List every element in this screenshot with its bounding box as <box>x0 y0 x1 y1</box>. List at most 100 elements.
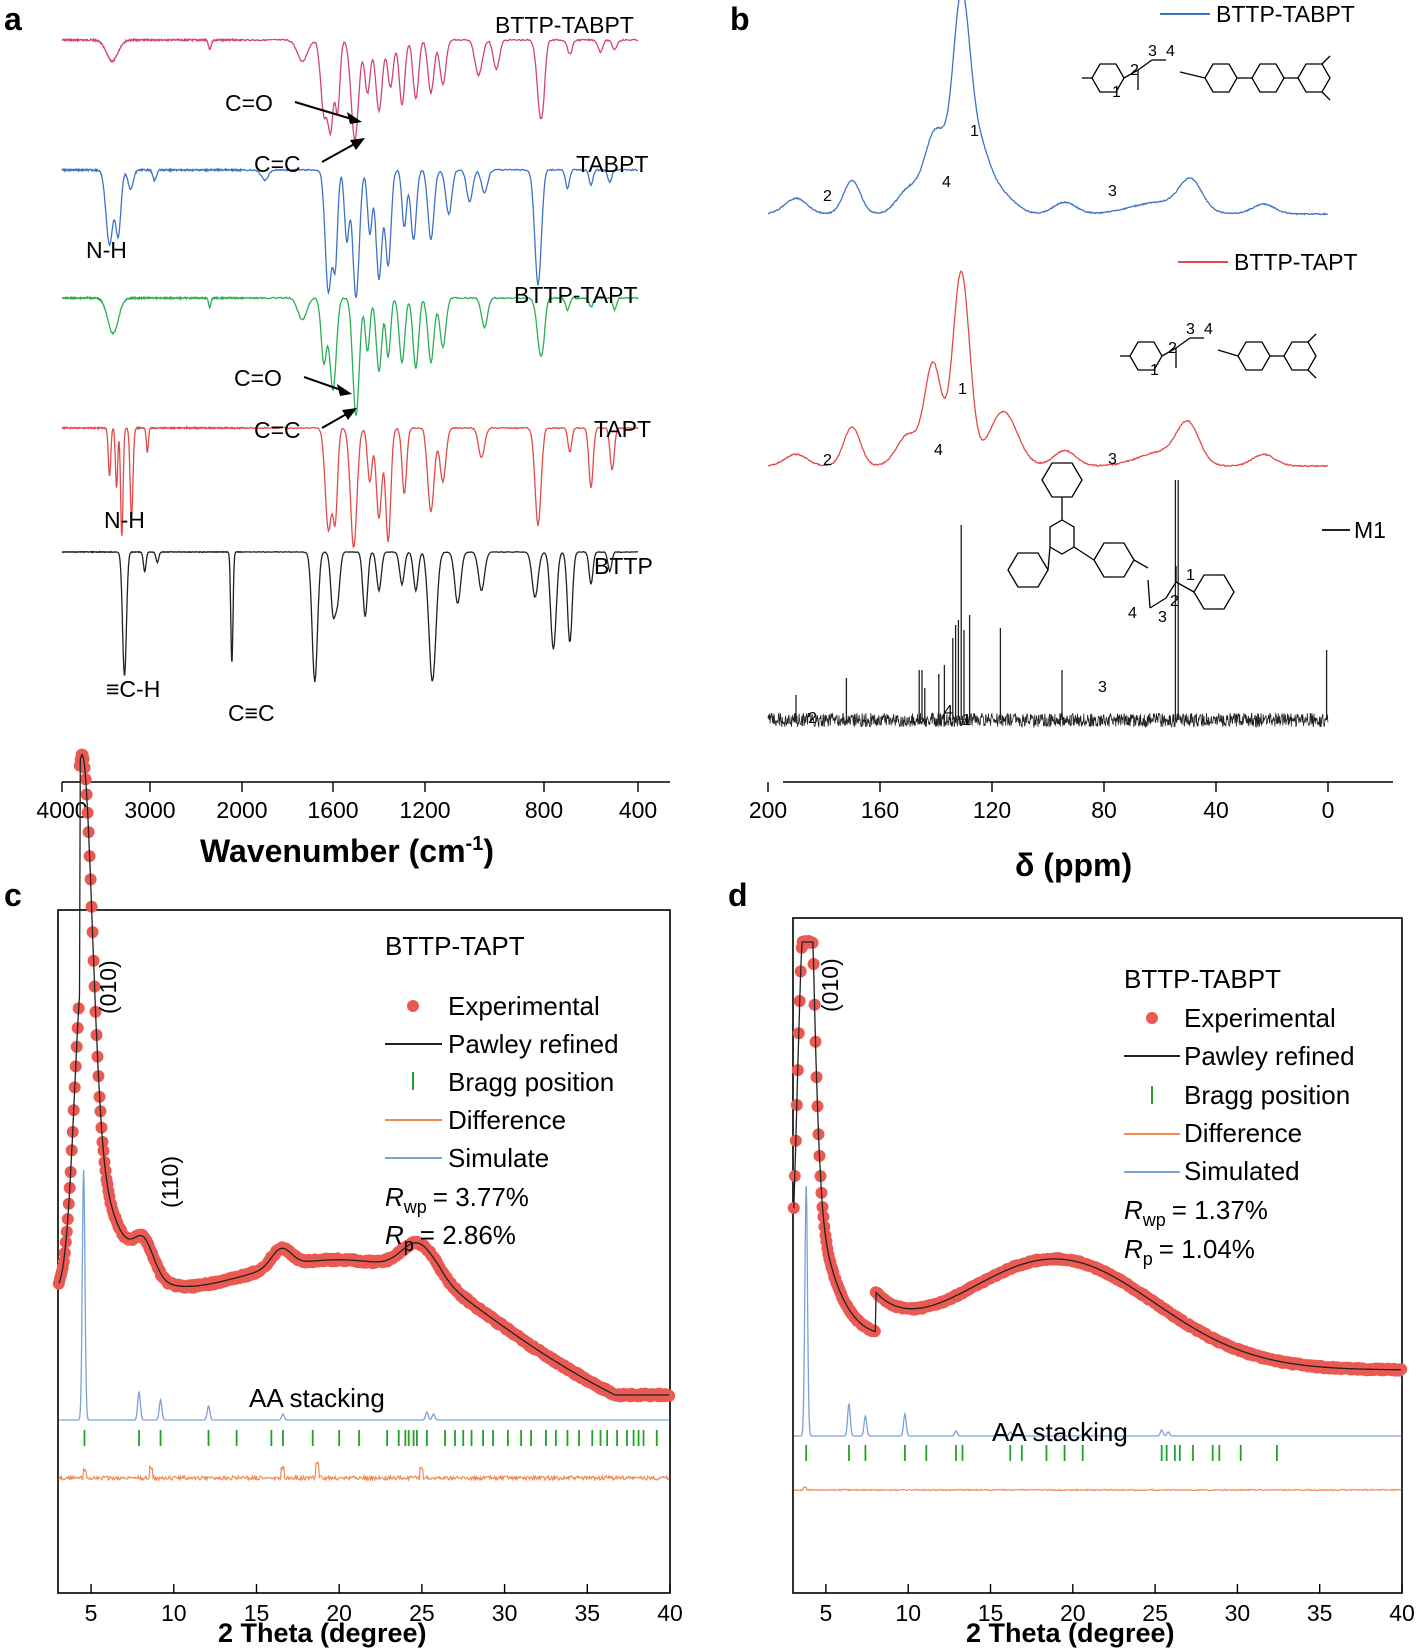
stacking-label-d: AA stacking <box>992 1417 1128 1447</box>
spectrum-tapt <box>61 425 639 549</box>
structure-bttp-tabpt <box>1082 55 1331 101</box>
atom-label: 1 <box>1186 567 1195 584</box>
r-symbol: R <box>1124 1195 1143 1225</box>
x-tick-label: 400 <box>619 797 657 823</box>
r-sub: p <box>1143 1249 1153 1269</box>
rwp-value: = 3.77% <box>433 1182 529 1212</box>
legend-label-bttp-tapt: BTTP-TAPT <box>1234 249 1358 275</box>
difference-line <box>793 1486 1402 1492</box>
x-tick-label: 40 <box>657 1600 683 1626</box>
legend-marker-experimental <box>1146 1012 1158 1024</box>
peak-label: 4 <box>944 703 953 720</box>
atom-label: 2 <box>1130 62 1139 79</box>
x-tick-label: 1600 <box>307 797 358 823</box>
x-tick-label: 25 <box>409 1600 435 1626</box>
xrd-plot-d <box>787 935 1408 1492</box>
legend-title-c: BTTP-TAPT <box>385 931 525 961</box>
reflection-010-d: (010) <box>817 958 843 1012</box>
x-tick-label: 35 <box>575 1600 601 1626</box>
x-tick-label: 0 <box>1322 797 1335 823</box>
pawley-refined-line <box>793 941 1402 1371</box>
arrowhead-icon <box>342 408 357 420</box>
x-ticks-a: 4000 3000 2000 1600 1200 800 400 <box>36 782 657 823</box>
atom-label: 1 <box>1150 362 1159 379</box>
legend-pawley-c: Pawley refined <box>448 1029 619 1059</box>
x-ticks-c: 5 10 15 20 25 30 35 40 <box>85 1584 683 1626</box>
x-tick-label: 3000 <box>124 797 175 823</box>
x-tick-label: 40 <box>1389 1600 1415 1626</box>
peak-label: 1 <box>970 123 979 140</box>
rp-value: = 1.04% <box>1159 1234 1255 1264</box>
legend-marker-experimental <box>407 1000 419 1012</box>
x-tick-label: 25 <box>1142 1600 1168 1626</box>
atom-label: 4 <box>1204 321 1213 338</box>
peak-label: 3 <box>1098 679 1107 696</box>
x-axis-title-sup: -1 <box>466 833 484 855</box>
legend-bragg-c: Bragg position <box>448 1067 614 1097</box>
panel-b: b 200 160 120 80 40 0 BTTP-TABPT BTTP-TAPT M1… <box>730 0 1393 883</box>
reflection-110-c: (110) <box>157 1156 183 1208</box>
ftir-spectra <box>61 37 639 683</box>
peak-label: 1 <box>962 712 971 729</box>
x-tick-label: 1200 <box>399 797 450 823</box>
plot-frame-d <box>792 917 1403 1594</box>
x-tick-label: 120 <box>973 797 1011 823</box>
reflection-label: (110) <box>157 1156 183 1208</box>
xrd-plot-c <box>52 748 676 1483</box>
spectrum-bttp-tabpt <box>767 0 1329 216</box>
series-label-tabpt: TABPT <box>576 151 648 177</box>
reflection-010-c: (010) <box>95 960 121 1014</box>
peak-label: 4 <box>942 174 951 191</box>
x-tick-label: 15 <box>978 1600 1004 1626</box>
arrowhead-icon <box>347 112 362 124</box>
structure-labels-3: 4 3 2 1 <box>1128 567 1195 626</box>
r-sub: wp <box>403 1197 427 1217</box>
legend-experimental-d: Experimental <box>1184 1003 1336 1033</box>
x-ticks-d: 5 10 15 20 25 30 35 40 <box>820 1584 1415 1626</box>
panel-label-b: b <box>730 1 750 37</box>
r-sub: p <box>404 1235 414 1255</box>
arrow-cc-1 <box>321 141 359 163</box>
panel-label-c: c <box>4 877 22 913</box>
series-label-bttp: BTTP <box>594 553 653 579</box>
x-tick-label: 20 <box>326 1600 352 1626</box>
x-axis-title-d: 2 Theta (degree) <box>966 1618 1175 1648</box>
peak-label: 3 <box>1108 183 1117 200</box>
peak-label: 2 <box>823 188 832 205</box>
rp-c: Rp = 2.86% <box>385 1220 516 1255</box>
spectrum-bttp-tabpt <box>61 37 639 143</box>
annotation-co-2: C=O <box>234 365 282 391</box>
legend-difference-c: Difference <box>448 1105 566 1135</box>
reflection-label: (010) <box>95 960 121 1014</box>
arrowhead-icon <box>337 384 352 396</box>
peak-label: 4 <box>934 442 943 459</box>
structure-m1 <box>1007 462 1235 610</box>
legend-pawley-d: Pawley refined <box>1184 1041 1355 1071</box>
annotation-nh-2: N-H <box>104 507 145 533</box>
structure-bttp-tapt <box>1120 333 1317 379</box>
panel-label-a: a <box>4 1 22 37</box>
nmr-spectra <box>767 0 1329 729</box>
annotation-cc-triple: C≡C <box>228 700 275 726</box>
spectrum-m1-baseline <box>767 712 1329 729</box>
peak-label: 1 <box>958 381 967 398</box>
x-tick-label: 2000 <box>216 797 267 823</box>
legend-simulate-c: Simulate <box>448 1143 549 1173</box>
peak-label: 2 <box>823 452 832 469</box>
spectrum-bttp-tapt <box>767 270 1329 468</box>
legend-label-m1: M1 <box>1354 517 1386 543</box>
arrow-co-2 <box>303 376 345 392</box>
rp-d: Rp = 1.04% <box>1124 1234 1255 1269</box>
annotation-cc-1: C=C <box>254 151 301 177</box>
structure-labels-1: 1 2 3 4 <box>1112 43 1175 101</box>
experimental-point <box>663 1389 676 1402</box>
difference-line <box>58 1460 670 1483</box>
structure-labels-2: 1 2 3 4 <box>1150 321 1213 379</box>
atom-label: 2 <box>1170 593 1179 610</box>
spectrum-bttp <box>61 550 639 683</box>
x-axis-title-close: ) <box>483 833 494 869</box>
r-symbol: R <box>385 1182 404 1212</box>
simulated-line <box>58 1169 669 1421</box>
annotation-nh-1: N-H <box>86 237 127 263</box>
